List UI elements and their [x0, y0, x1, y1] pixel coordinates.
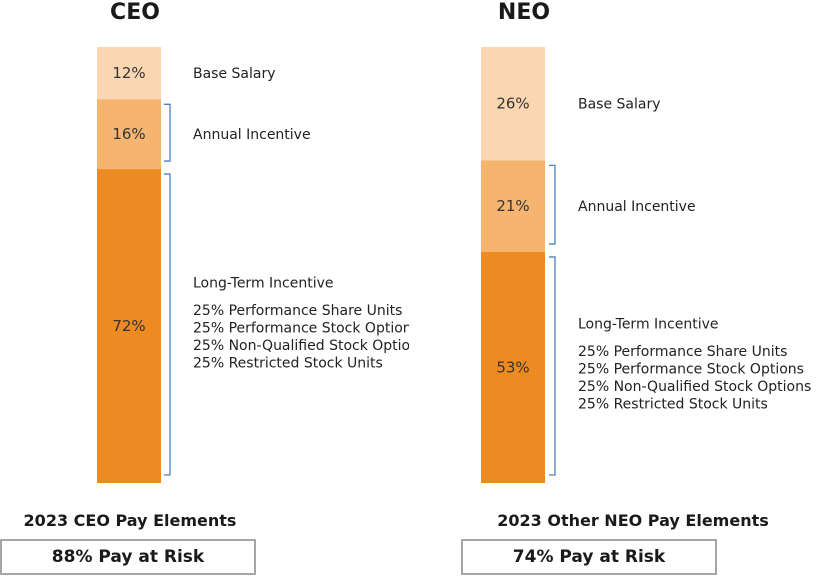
- neo-long-term-incentive-detail-3: 25% Non-Qualified Stock Options: [578, 379, 811, 395]
- ceo-long-term-incentive-detail-2: 25% Performance Stock Options: [193, 320, 409, 336]
- neo-long-term-incentive-detail-1: 25% Performance Share Units: [578, 344, 787, 360]
- ceo-base-salary-value-label: 12%: [112, 64, 145, 82]
- ceo-long-term-incentive-detail-1: 25% Performance Share Units: [193, 303, 402, 319]
- neo-stacked-bar-chart: 26% Base Salary 21% Annual Incentive 53% Long…: [481, 47, 811, 483]
- ceo-long-term-incentive-detail-3: 25% Non-Qualified Stock Options: [193, 338, 409, 354]
- neo-pay-panel: NEO 26% Base Salary 21% Annual Incentive 53%…: [409, 0, 818, 578]
- ceo-annual-incentive-bracket: [164, 103, 171, 162]
- ceo-long-term-incentive-bar-segment: [97, 169, 161, 483]
- ceo-pay-panel: CEO 12% Base Salary 16% Annual Incentive 72%…: [0, 0, 409, 575]
- neo-long-term-incentive-value-label: 53%: [496, 358, 529, 376]
- ceo-annual-incentive-value-label: 16%: [112, 125, 145, 143]
- ceo-long-term-incentive-detail-4: 25% Restricted Stock Units: [193, 355, 383, 371]
- ceo-stacked-bar-chart: 12% Base Salary 16% Annual Incentive 72% Long…: [97, 47, 409, 483]
- ceo-base-salary-bar-segment: [97, 47, 161, 100]
- ceo-annual-incentive-bar-segment: [97, 99, 161, 170]
- neo-annual-incentive-value-label: 21%: [496, 197, 529, 215]
- ceo-long-term-incentive-bracket: [164, 173, 171, 476]
- neo-long-term-incentive-detail-4: 25% Restricted Stock Units: [578, 397, 768, 413]
- ceo-pay-at-risk-box: 88% Pay at Risk: [0, 539, 256, 575]
- neo-base-salary-value-label: 26%: [496, 95, 529, 113]
- neo-pay-at-risk-box: 74% Pay at Risk: [461, 539, 717, 575]
- neo-annual-incentive-bracket: [549, 164, 556, 245]
- ceo-base-salary-label: Base Salary: [193, 66, 276, 82]
- neo-long-term-incentive-bracket: [549, 256, 556, 476]
- neo-base-salary-label: Base Salary: [578, 97, 661, 113]
- neo-long-term-incentive-detail-2: 25% Performance Stock Options: [578, 362, 804, 378]
- ceo-annual-incentive-label: Annual Incentive: [193, 127, 311, 143]
- neo-long-term-incentive-bar-segment: [481, 251, 545, 483]
- neo-base-salary-bar-segment: [481, 47, 545, 161]
- neo-long-term-incentive-label: Long-Term Incentive: [578, 317, 719, 333]
- neo-pay-at-risk-text: 74% Pay at Risk: [512, 547, 666, 567]
- ceo-chart-title: 2023 CEO Pay Elements: [23, 511, 237, 530]
- neo-annual-incentive-bar-segment: [481, 160, 545, 252]
- ceo-long-term-incentive-value-label: 72%: [112, 317, 145, 335]
- neo-chart-title: 2023 Other NEO Pay Elements: [497, 511, 769, 530]
- neo-heading: NEO: [497, 0, 551, 25]
- ceo-long-term-incentive-label: Long-Term Incentive: [193, 275, 334, 291]
- ceo-pay-at-risk-text: 88% Pay at Risk: [51, 547, 205, 567]
- neo-annual-incentive-label: Annual Incentive: [578, 199, 696, 215]
- ceo-heading: CEO: [110, 0, 160, 25]
